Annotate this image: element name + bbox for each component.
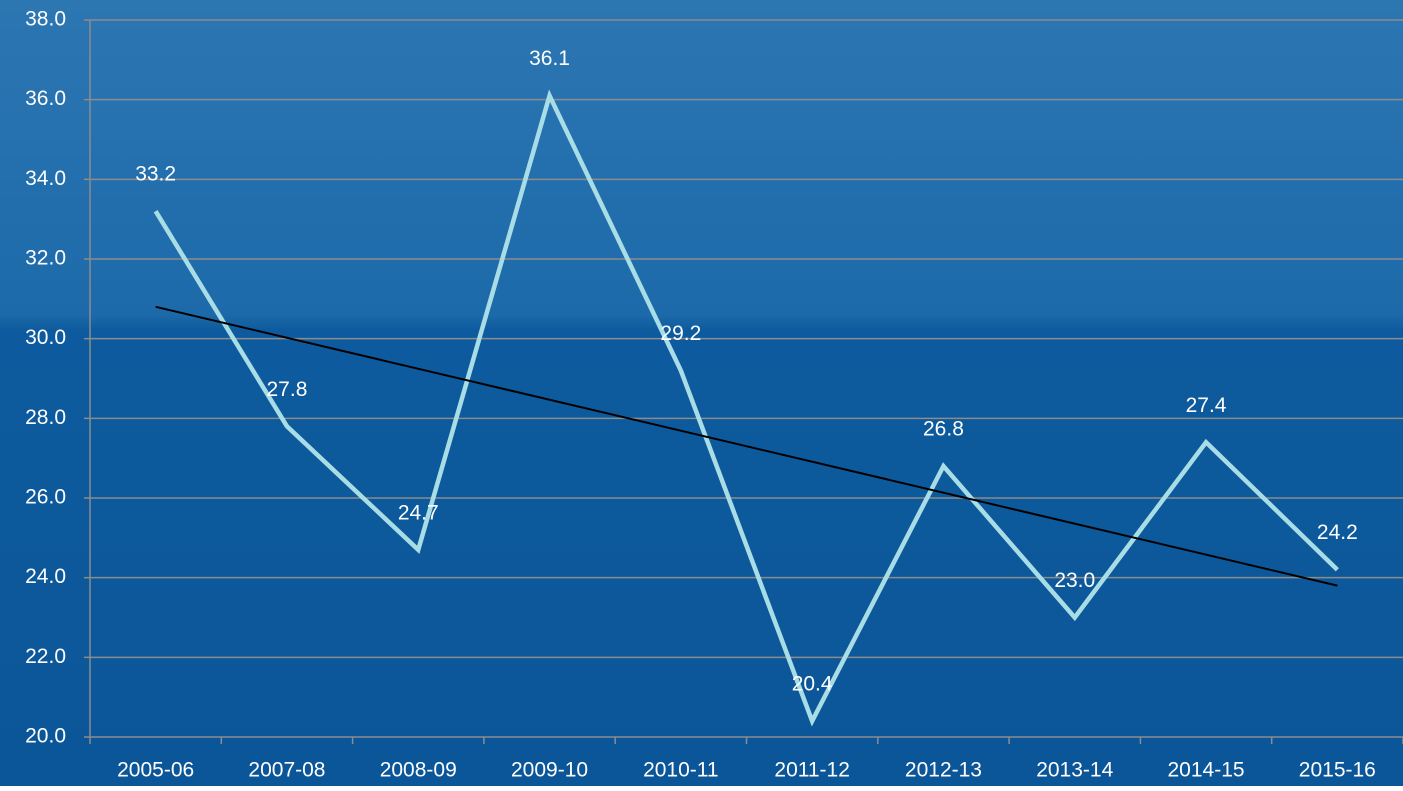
data-label: 36.1	[529, 47, 570, 70]
y-tick-label: 26.0	[25, 486, 66, 509]
data-label: 27.4	[1186, 394, 1227, 417]
data-label: 24.7	[398, 501, 439, 524]
x-tick-label: 2008-09	[380, 759, 457, 782]
data-label: 26.8	[923, 418, 964, 441]
data-label: 20.4	[792, 673, 833, 696]
trendline	[155, 305, 1338, 587]
x-tick-label: 2011-12	[774, 759, 850, 782]
x-tick-label: 2010-11	[643, 759, 719, 782]
data-label: 23.0	[1054, 569, 1095, 592]
x-tick-label: 2015-16	[1299, 759, 1376, 782]
y-tick-label: 28.0	[25, 406, 66, 429]
y-tick-label: 20.0	[25, 725, 66, 748]
y-tick-label: 24.0	[25, 565, 66, 588]
y-tick-label: 34.0	[25, 167, 66, 190]
y-tick-label: 36.0	[25, 87, 66, 110]
x-tick-label: 2012-13	[905, 759, 982, 782]
data-line	[153, 89, 1339, 727]
y-tick-label: 38.0	[25, 8, 66, 31]
y-tick-label: 22.0	[25, 645, 66, 668]
y-tick-label: 32.0	[25, 247, 66, 270]
y-tick-label: 30.0	[25, 326, 66, 349]
x-tick-label: 2014-15	[1168, 759, 1245, 782]
x-tick-label: 2009-10	[511, 759, 588, 782]
data-label: 27.8	[267, 378, 308, 401]
data-label: 29.2	[660, 322, 701, 345]
x-tick-label: 2013-14	[1036, 759, 1113, 782]
x-tick-label: 2005-06	[117, 759, 194, 782]
x-tick-label: 2007-08	[248, 759, 325, 782]
data-label: 33.2	[135, 163, 176, 186]
data-label: 24.2	[1317, 521, 1358, 544]
